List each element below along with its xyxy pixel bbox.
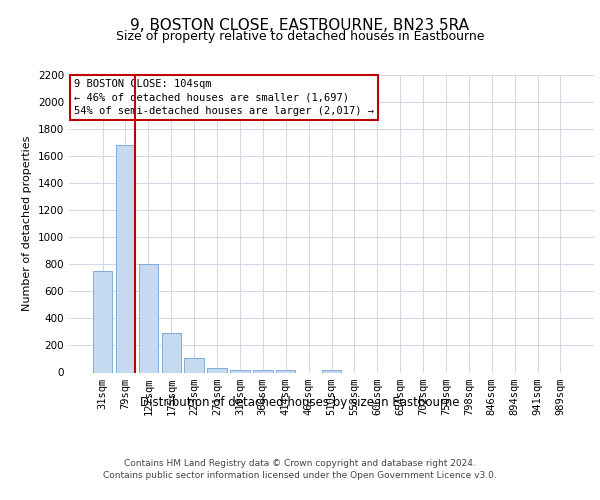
Bar (253, 370, 272, 372)
Bar (208, 368, 227, 372)
Bar (161, 334, 181, 372)
Y-axis label: Number of detached properties: Number of detached properties (22, 136, 32, 312)
Bar (230, 370, 250, 372)
Bar (184, 358, 204, 372)
Bar (116, 146, 135, 372)
Bar (139, 264, 158, 372)
Text: Distribution of detached houses by size in Eastbourne: Distribution of detached houses by size … (140, 396, 460, 409)
Text: Contains HM Land Registry data © Crown copyright and database right 2024.: Contains HM Land Registry data © Crown c… (124, 460, 476, 468)
Text: Contains public sector information licensed under the Open Government Licence v3: Contains public sector information licen… (103, 472, 497, 480)
Bar (276, 370, 295, 372)
Text: 9 BOSTON CLOSE: 104sqm
← 46% of detached houses are smaller (1,697)
54% of semi-: 9 BOSTON CLOSE: 104sqm ← 46% of detached… (74, 80, 374, 116)
Bar (93, 271, 112, 372)
Text: 9, BOSTON CLOSE, EASTBOURNE, BN23 5RA: 9, BOSTON CLOSE, EASTBOURNE, BN23 5RA (131, 18, 470, 32)
Text: Size of property relative to detached houses in Eastbourne: Size of property relative to detached ho… (116, 30, 484, 43)
Bar (322, 370, 341, 372)
